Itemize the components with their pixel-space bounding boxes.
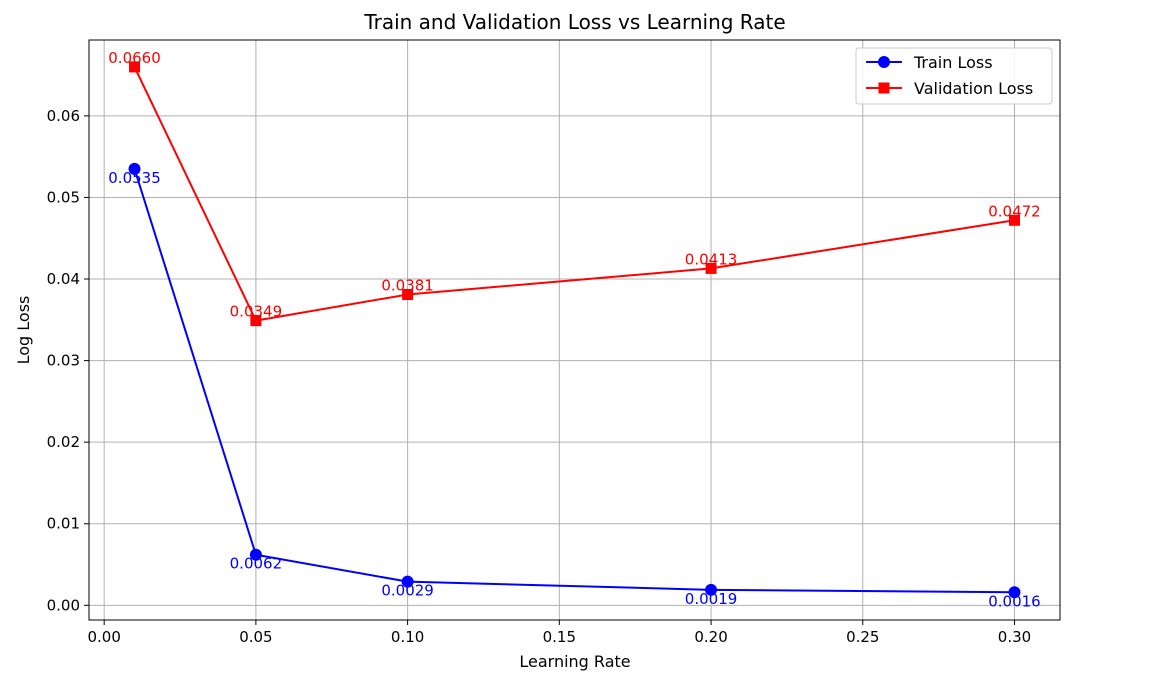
validation-loss-point <box>705 262 717 274</box>
x-axis-label: Learning Rate <box>519 652 630 671</box>
validation-loss-data-label: 0.0472 <box>988 202 1041 220</box>
validation-loss-point <box>250 315 262 327</box>
y-axis-label: Log Loss <box>14 296 33 365</box>
validation-loss-data-label: 0.0381 <box>381 277 434 295</box>
validation-loss-point <box>129 61 141 73</box>
y-tick-label: 0.03 <box>47 352 80 370</box>
legend: Train Loss Validation Loss <box>855 47 1053 105</box>
legend-box <box>855 47 1053 105</box>
y-tick-label: 0.02 <box>47 433 80 451</box>
y-axis-ticks: 0.00 0.01 0.02 0.03 0.04 0.05 0.06 <box>47 107 89 614</box>
y-tick-label: 0.06 <box>47 107 80 125</box>
y-tick-label: 0.04 <box>47 270 80 288</box>
plot-series <box>128 61 1021 599</box>
x-tick-label: 0.00 <box>87 628 120 646</box>
x-tick-label: 0.30 <box>998 628 1031 646</box>
grid <box>89 40 1060 620</box>
plot-frame <box>88 39 1061 621</box>
train-loss-point <box>401 575 414 588</box>
train-loss-point <box>705 583 718 596</box>
train-loss-data-label: 0.0029 <box>381 582 434 600</box>
train-loss-data-label: 0.0535 <box>108 169 161 187</box>
train-loss-point <box>1008 586 1021 599</box>
x-tick-label: 0.10 <box>391 628 424 646</box>
x-tick-label: 0.25 <box>846 628 879 646</box>
validation-loss-line <box>133 66 1015 322</box>
legend-marker-train-loss <box>878 56 890 68</box>
y-tick-label: 0.01 <box>47 515 80 533</box>
validation-loss-data-label: 0.0413 <box>685 250 738 268</box>
x-axis-ticks: 0.00 0.05 0.10 0.15 0.20 0.25 0.30 <box>87 620 1031 646</box>
y-tick-label: 0.00 <box>47 596 80 614</box>
validation-loss-point <box>1008 214 1020 226</box>
x-tick-label: 0.20 <box>694 628 727 646</box>
validation-loss-data-label: 0.0660 <box>108 49 161 67</box>
chart-title: Train and Validation Loss vs Learning Ra… <box>363 10 785 34</box>
x-tick-label: 0.05 <box>239 628 272 646</box>
train-loss-point <box>249 548 262 561</box>
legend-label-train-loss: Train Loss <box>913 53 993 72</box>
y-tick-label: 0.05 <box>47 188 80 206</box>
train-loss-data-label: 0.0016 <box>988 592 1041 610</box>
train-loss-point <box>128 162 141 175</box>
train-loss-data-label: 0.0019 <box>685 590 738 608</box>
validation-loss-point <box>402 289 414 301</box>
x-tick-label: 0.15 <box>543 628 576 646</box>
validation-loss-data-label: 0.0349 <box>230 303 283 321</box>
legend-label-validation-loss: Validation Loss <box>914 79 1033 98</box>
legend-marker-validation-loss <box>878 82 890 94</box>
data-labels: 0.0535 0.0062 0.0029 0.0019 0.0016 0.0660 0.03… <box>108 49 1040 610</box>
train-loss-line <box>133 168 1015 594</box>
train-loss-data-label: 0.0062 <box>230 555 283 573</box>
